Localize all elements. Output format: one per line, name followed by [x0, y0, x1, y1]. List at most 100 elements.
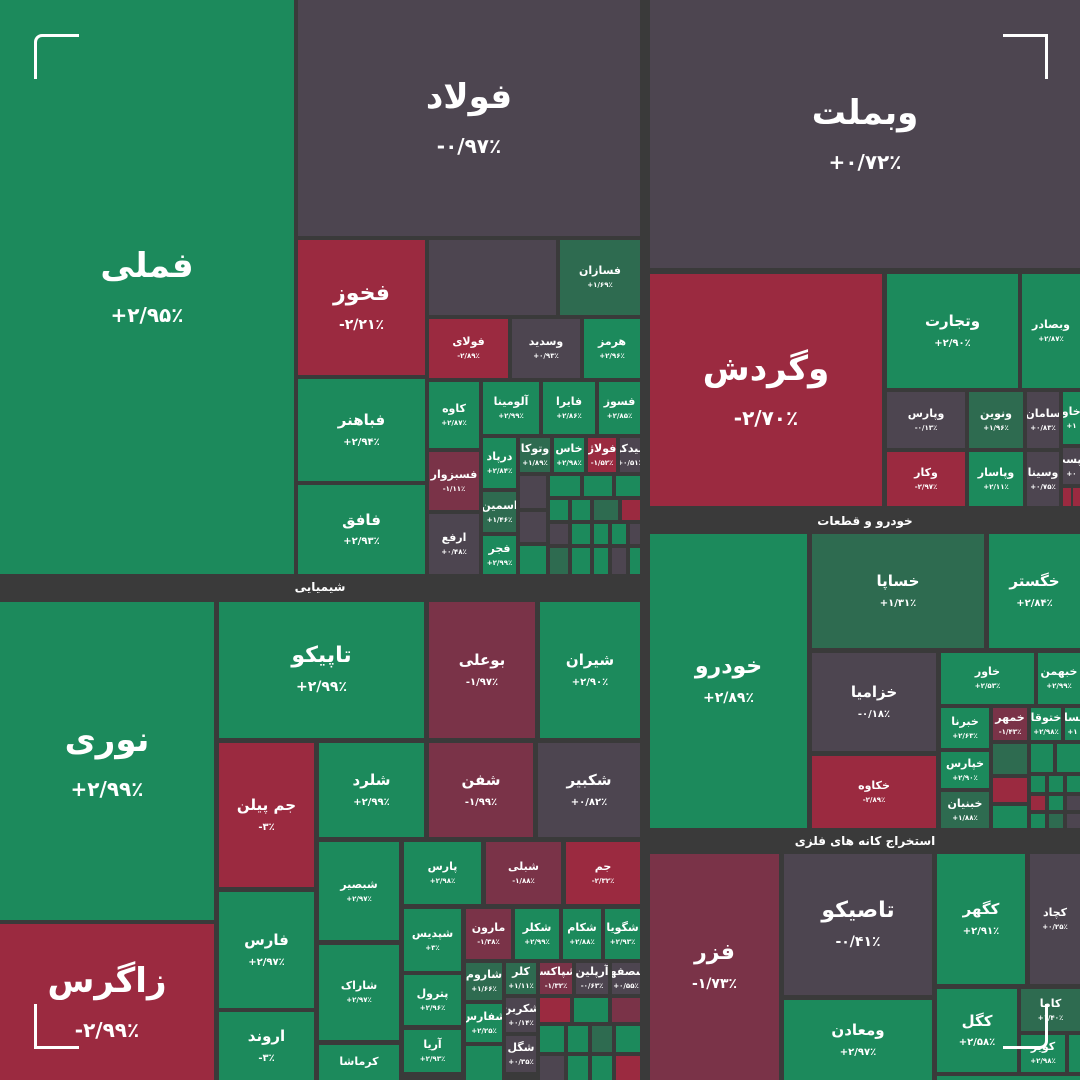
- tile-jampilen[interactable]: جم پیلن -۳٪: [219, 743, 314, 887]
- tile-aria[interactable]: آریا +۲/۹۳٪: [404, 1030, 461, 1072]
- tile-asmin[interactable]: اسمین +۱/۴۶٪: [483, 492, 516, 532]
- tile-vasadid[interactable]: وسدید +۰/۹۳٪: [512, 319, 580, 378]
- tile-unlabeled[interactable]: [993, 806, 1027, 828]
- tile-unlabeled[interactable]: [1049, 796, 1063, 810]
- tile-vamaaden[interactable]: ومعادن +۲/۹۷٪: [784, 1000, 932, 1080]
- tile-unlabeled[interactable]: [520, 512, 546, 542]
- tile-unlabeled[interactable]: [630, 548, 640, 574]
- tile-midko[interactable]: میدکو +۰/۵۱٪: [620, 438, 640, 472]
- tile-unlabeled[interactable]: [993, 778, 1027, 802]
- tile-unlabeled[interactable]: [584, 476, 612, 496]
- tile-vabmellat[interactable]: وبملت +۰/۷۲٪: [650, 0, 1080, 268]
- tile-unlabeled[interactable]: [1031, 814, 1045, 828]
- tile-unlabeled[interactable]: [592, 1056, 612, 1080]
- tile-unlabeled[interactable]: [594, 548, 608, 574]
- tile-unlabeled[interactable]: [612, 998, 640, 1022]
- tile-khbanian[interactable]: خبنیان +۱/۸۸٪: [941, 792, 989, 828]
- tile-fars[interactable]: فارس +۲/۹۷٪: [219, 892, 314, 1008]
- tile-fazar[interactable]: فزر -۱/۷۳٪: [650, 854, 779, 1080]
- tile-unlabeled[interactable]: [612, 524, 626, 544]
- tile-khgostar[interactable]: خگستر +۲/۸۴٪: [989, 534, 1080, 648]
- tile-unlabeled[interactable]: [630, 524, 640, 544]
- tile-unlabeled[interactable]: [594, 524, 608, 544]
- tile-kechad[interactable]: کچاد +۰/۲۵٪: [1030, 854, 1080, 984]
- tile-sharoom[interactable]: شاروم +۱/۶۶٪: [466, 963, 502, 1000]
- tile-vatejarat[interactable]: وتجارت +۲/۹۰٪: [887, 274, 1018, 388]
- tile-daryad[interactable]: درپاد +۲/۸۴٪: [483, 438, 516, 488]
- tile-sefaha[interactable]: شصفها +۰/۵۵٪: [612, 963, 640, 994]
- tile-unlabeled[interactable]: [993, 744, 1027, 774]
- tile-aluminium[interactable]: آلومینا +۲/۹۹٪: [483, 382, 539, 434]
- tile-unlabeled[interactable]: [520, 546, 546, 574]
- tile-unlabeled[interactable]: [466, 1046, 502, 1080]
- tile-vaparsi[interactable]: وپارس -۰/۱۳٪: [887, 392, 965, 448]
- tile-shelard[interactable]: شلرد +۲/۹۹٪: [319, 743, 424, 837]
- tile-unlabeled[interactable]: [616, 1056, 640, 1080]
- tile-unlabeled[interactable]: [1067, 776, 1080, 792]
- tile-zagros[interactable]: زاگرس -۲/۹۹٪: [0, 924, 214, 1080]
- tile-shabsir[interactable]: شبصیر +۲/۹۷٪: [319, 842, 399, 940]
- tile-shekalar[interactable]: شکلر +۲/۹۹٪: [515, 909, 559, 959]
- tile-booali[interactable]: بوعلی -۱/۹۷٪: [429, 602, 535, 738]
- tile-pars[interactable]: پارس +۲/۹۸٪: [404, 842, 481, 904]
- tile-unlabeled[interactable]: [594, 500, 618, 520]
- tile-unlabeled[interactable]: [540, 1026, 564, 1052]
- tile-unlabeled[interactable]: [572, 500, 590, 520]
- tile-vasina[interactable]: وسینا +۰/۷۵٪: [1027, 452, 1059, 506]
- tile-unlabeled[interactable]: [1049, 814, 1063, 828]
- tile-unlabeled[interactable]: [1063, 488, 1071, 506]
- tile-hormoz[interactable]: هرمز +۲/۹۶٪: [584, 319, 640, 378]
- tile-unlabeled[interactable]: [616, 1026, 640, 1052]
- tile-khazamia[interactable]: خزامیا -۰/۱۸٪: [812, 653, 936, 751]
- tile-khas[interactable]: خاس +۲/۹۸٪: [554, 438, 584, 472]
- tile-fafagh[interactable]: فافق +۲/۹۳٪: [298, 485, 425, 574]
- tile-shiran[interactable]: شیران +۲/۹۰٪: [540, 602, 640, 738]
- tile-khkaveh[interactable]: خکاوه -۲/۸۹٪: [812, 756, 936, 828]
- tile-fesazan[interactable]: فسازان +۱/۶۹٪: [560, 240, 640, 315]
- tile-shafars[interactable]: شفارس +۲/۲۵٪: [466, 1004, 502, 1042]
- tile-unlabeled[interactable]: [572, 524, 590, 544]
- tile-vast[interactable]: وپست +۰: [1063, 448, 1080, 484]
- tile-unlabeled[interactable]: [550, 524, 568, 544]
- tile-unlabeled[interactable]: [550, 476, 580, 496]
- tile-unlabeled[interactable]: [520, 476, 546, 508]
- tile-fabahonar[interactable]: فباهنر +۲/۹۴٪: [298, 379, 425, 481]
- tile-vakhavar[interactable]: وخاور +۱: [1063, 392, 1080, 444]
- tile-unlabeled[interactable]: [1031, 744, 1053, 772]
- tile-khodro[interactable]: خودرو +۲/۸۹٪: [650, 534, 807, 828]
- tile-shakbir[interactable]: شکبیر +۰/۸۲٪: [538, 743, 640, 837]
- tile-vabsader[interactable]: وبصادر +۲/۸۷٪: [1022, 274, 1080, 388]
- tile-kegohar[interactable]: کگهر +۲/۹۱٪: [937, 854, 1025, 984]
- tile-vanovin[interactable]: ونوین +۱/۹۶٪: [969, 392, 1023, 448]
- tile-unlabeled[interactable]: [616, 476, 640, 496]
- tile-shepdis[interactable]: شپدیس +۳٪: [404, 909, 461, 971]
- tile-shegooya[interactable]: شگویا +۲/۹۳٪: [605, 909, 640, 959]
- tile-shegol[interactable]: شگل +۰/۳۵٪: [506, 1036, 536, 1072]
- tile-khomehr[interactable]: خمهر -۱/۴۳٪: [993, 708, 1027, 740]
- tile-shakarbon[interactable]: شکربن +۰/۱۴٪: [506, 998, 536, 1032]
- tile-arpilen[interactable]: آرپلین -۰/۶۳٪: [576, 963, 608, 994]
- tile-vatooka[interactable]: وتوکا +۱/۸۹٪: [520, 438, 550, 472]
- tile-arvand[interactable]: اروند -۳٪: [219, 1012, 314, 1080]
- tile-foolay[interactable]: فولای -۲/۸۹٪: [429, 319, 508, 378]
- tile-unlabeled[interactable]: [1049, 776, 1063, 792]
- tile-unlabeled[interactable]: [1031, 776, 1045, 792]
- tile-unlabeled[interactable]: [1069, 1035, 1080, 1072]
- tile-foolaj[interactable]: فولاژ -۱/۵۲٪: [588, 438, 616, 472]
- tile-unlabeled[interactable]: [937, 1076, 1080, 1080]
- tile-khbahman[interactable]: خبهمن +۲/۹۹٪: [1038, 653, 1080, 704]
- tile-khtooga[interactable]: ختوقا +۲/۹۸٪: [1031, 708, 1061, 740]
- tile-foolad[interactable]: فولاد -۰/۹۷٪: [298, 0, 640, 236]
- tile-maroon[interactable]: مارون -۱/۳۸٪: [466, 909, 511, 959]
- tile-kaveh[interactable]: کاوه +۲/۸۷٪: [429, 382, 479, 448]
- tile-khbarna[interactable]: خبرنا +۲/۶۳٪: [941, 708, 989, 748]
- tile-unlabeled[interactable]: [540, 1056, 564, 1080]
- tile-unlabeled[interactable]: [622, 500, 640, 520]
- tile-unlabeled[interactable]: [1057, 744, 1080, 772]
- tile-fajr[interactable]: فجر +۲/۹۹٪: [483, 536, 516, 574]
- tile-unlabeled[interactable]: [1067, 796, 1080, 810]
- tile-petrol[interactable]: پترول +۲/۹۶٪: [404, 975, 461, 1025]
- tile-unlabeled[interactable]: [592, 1026, 612, 1052]
- tile-vagardesh[interactable]: وگردش -۲/۷۰٪: [650, 274, 882, 506]
- tile-unlabeled[interactable]: [540, 998, 570, 1022]
